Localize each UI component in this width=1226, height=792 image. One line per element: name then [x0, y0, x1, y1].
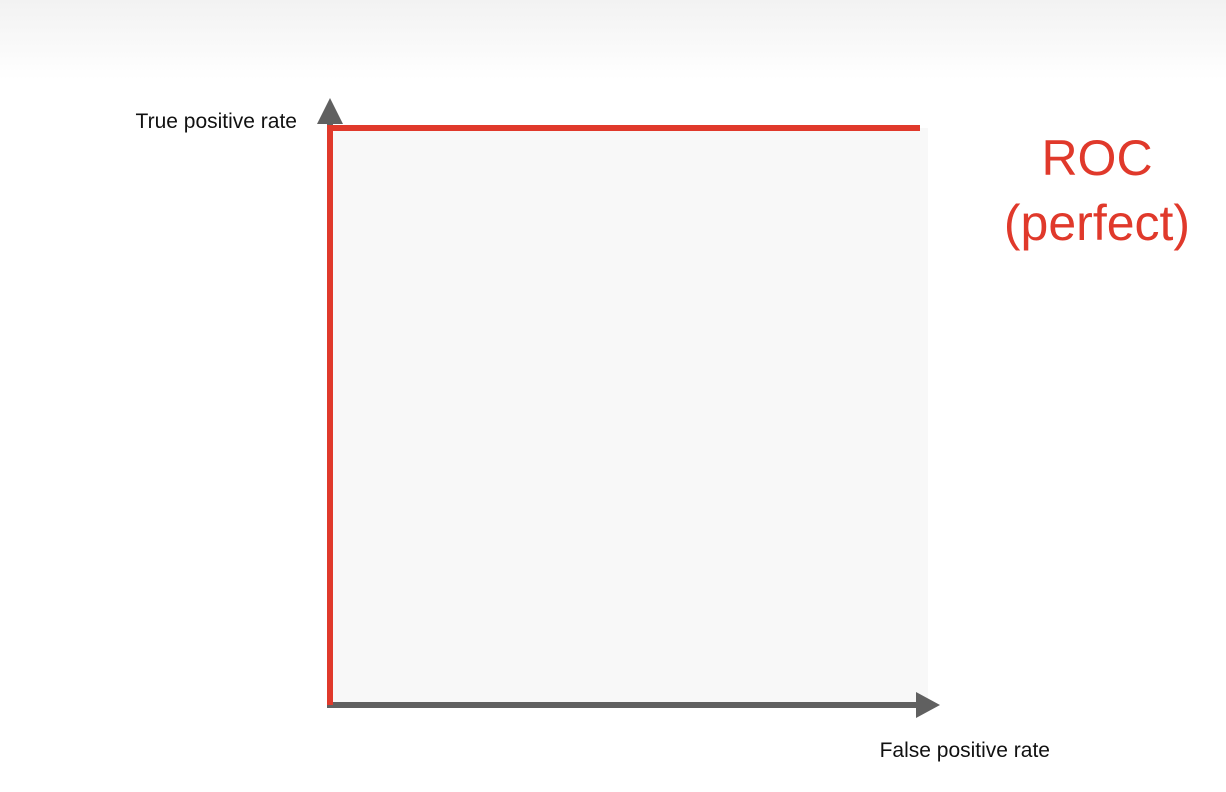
roc-curve-label: ROC — [1041, 130, 1152, 186]
roc-curve-line — [327, 125, 920, 705]
y-axis-arrow-icon — [317, 98, 343, 124]
x-axis-arrow-icon — [916, 692, 940, 718]
y-axis-label: True positive rate — [136, 110, 297, 133]
plot-area — [330, 128, 928, 705]
roc-curve-label: (perfect) — [1004, 195, 1190, 251]
x-axis-label: False positive rate — [880, 739, 1050, 762]
